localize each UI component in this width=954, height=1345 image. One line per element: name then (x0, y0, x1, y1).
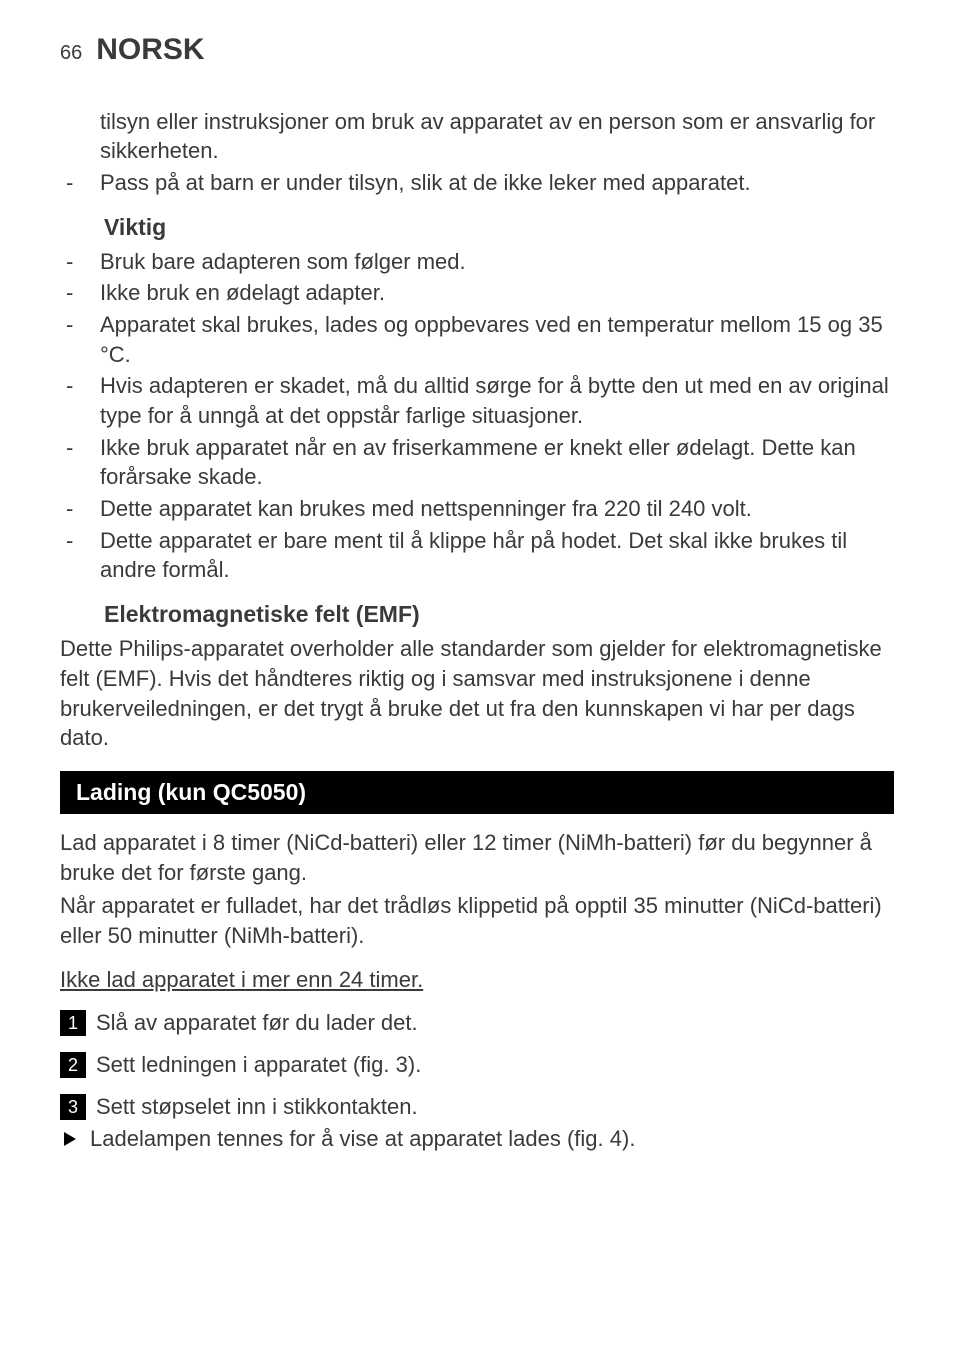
lading-para1: Lad apparatet i 8 timer (NiCd-batteri) e… (60, 828, 894, 887)
list-item: tilsyn eller instruksjoner om bruk av ap… (60, 107, 894, 166)
list-text: Hvis adapteren er skadet, må du alltid s… (100, 371, 894, 430)
list-item: -Ikke bruk apparatet når en av friserkam… (60, 433, 894, 492)
step-number-box: 2 (60, 1052, 86, 1078)
emf-heading: Elektromagnetiske felt (EMF) (60, 599, 894, 630)
list-item: -Dette apparatet kan brukes med nettspen… (60, 494, 894, 524)
list-text: Dette apparatet er bare ment til å klipp… (100, 526, 894, 585)
list-text: Dette apparatet kan brukes med nettspenn… (100, 494, 894, 524)
lading-para2: Når apparatet er fulladet, har det trådl… (60, 891, 894, 950)
list-item: -Apparatet skal brukes, lades og oppbeva… (60, 310, 894, 369)
step-number-box: 1 (60, 1010, 86, 1036)
dash-spacer (66, 107, 78, 166)
lading-warning: Ikke lad apparatet i mer enn 24 timer. (60, 965, 894, 995)
dash-icon: - (66, 526, 78, 585)
dash-icon: - (66, 494, 78, 524)
list-text: Pass på at barn er under tilsyn, slik at… (100, 168, 894, 198)
list-text: Ikke bruk en ødelagt adapter. (100, 278, 894, 308)
list-item: -Bruk bare adapteren som følger med. (60, 247, 894, 277)
list-text: Apparatet skal brukes, lades og oppbevar… (100, 310, 894, 369)
emf-body: Dette Philips-apparatet overholder alle … (60, 634, 894, 753)
dash-icon: - (66, 433, 78, 492)
list-item: - Pass på at barn er under tilsyn, slik … (60, 168, 894, 198)
dash-icon: - (66, 310, 78, 369)
viktig-heading: Viktig (60, 212, 894, 243)
list-text: tilsyn eller instruksjoner om bruk av ap… (100, 107, 894, 166)
step-item: 1 Slå av apparatet før du lader det. (60, 1008, 894, 1038)
bullet-text: Ladelampen tennes for å vise at apparate… (90, 1124, 635, 1154)
dash-icon: - (66, 168, 78, 198)
bullet-item: Ladelampen tennes for å vise at apparate… (60, 1124, 894, 1154)
list-item: -Hvis adapteren er skadet, må du alltid … (60, 371, 894, 430)
step-text: Slå av apparatet før du lader det. (96, 1008, 418, 1038)
dash-icon: - (66, 278, 78, 308)
page-title: NORSK (96, 30, 204, 71)
section-bar-lading: Lading (kun QC5050) (60, 771, 894, 814)
dash-icon: - (66, 371, 78, 430)
page-number: 66 (60, 40, 82, 67)
step-item: 3 Sett støpselet inn i stikkontakten. (60, 1092, 894, 1122)
triangle-bullet-icon (64, 1132, 76, 1146)
list-text: Bruk bare adapteren som følger med. (100, 247, 894, 277)
list-item: -Ikke bruk en ødelagt adapter. (60, 278, 894, 308)
list-item: -Dette apparatet er bare ment til å klip… (60, 526, 894, 585)
step-text: Sett ledningen i apparatet (fig. 3). (96, 1050, 421, 1080)
list-text: Ikke bruk apparatet når en av friserkamm… (100, 433, 894, 492)
dash-icon: - (66, 247, 78, 277)
step-number-box: 3 (60, 1094, 86, 1120)
page-header: 66 NORSK (60, 30, 894, 71)
step-text: Sett støpselet inn i stikkontakten. (96, 1092, 418, 1122)
step-item: 2 Sett ledningen i apparatet (fig. 3). (60, 1050, 894, 1080)
